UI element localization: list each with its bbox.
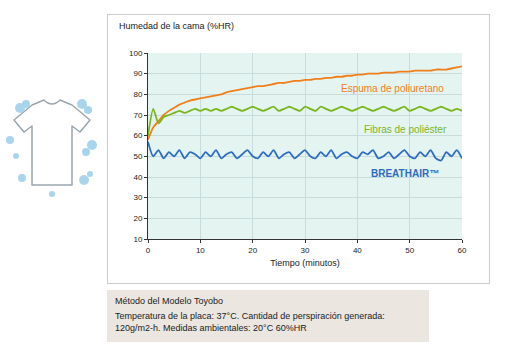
svg-text:30: 30: [133, 193, 142, 202]
svg-text:70: 70: [133, 111, 142, 120]
svg-text:60: 60: [133, 131, 142, 140]
svg-text:100: 100: [129, 49, 143, 58]
svg-text:10: 10: [133, 235, 142, 244]
svg-text:50: 50: [133, 152, 142, 161]
svg-text:50: 50: [405, 246, 414, 255]
svg-text:Fibras de poliéster: Fibras de poliéster: [364, 124, 447, 135]
html-text:Temperatura de la placa: 37°C.: Temperatura de la placa: 37°C. Cantidad …: [115, 311, 385, 321]
svg-text:90: 90: [133, 69, 142, 78]
svg-text:BREATHAIR™: BREATHAIR™: [371, 168, 439, 179]
html-text:120g/m2-h. Medidas ambientales: 120g/m2-h. Medidas ambientales: 20°C 60%…: [115, 323, 307, 333]
svg-text:80: 80: [133, 90, 142, 99]
svg-text:20: 20: [133, 214, 142, 223]
svg-text:10: 10: [196, 246, 205, 255]
svg-text:40: 40: [353, 246, 362, 255]
svg-text:Humedad de la cama (%HR): Humedad de la cama (%HR): [119, 21, 234, 31]
svg-text:40: 40: [133, 173, 142, 182]
svg-text:60: 60: [458, 246, 467, 255]
svg-text:20: 20: [248, 246, 257, 255]
svg-text:30: 30: [301, 246, 310, 255]
svg-text:Espuma de poliuretano: Espuma de poliuretano: [341, 83, 444, 94]
svg-text:0: 0: [146, 246, 151, 255]
svg-text:Tiempo (minutos): Tiempo (minutos): [270, 258, 340, 268]
html-text:Método del Modelo Toyobo: Método del Modelo Toyobo: [115, 296, 223, 306]
